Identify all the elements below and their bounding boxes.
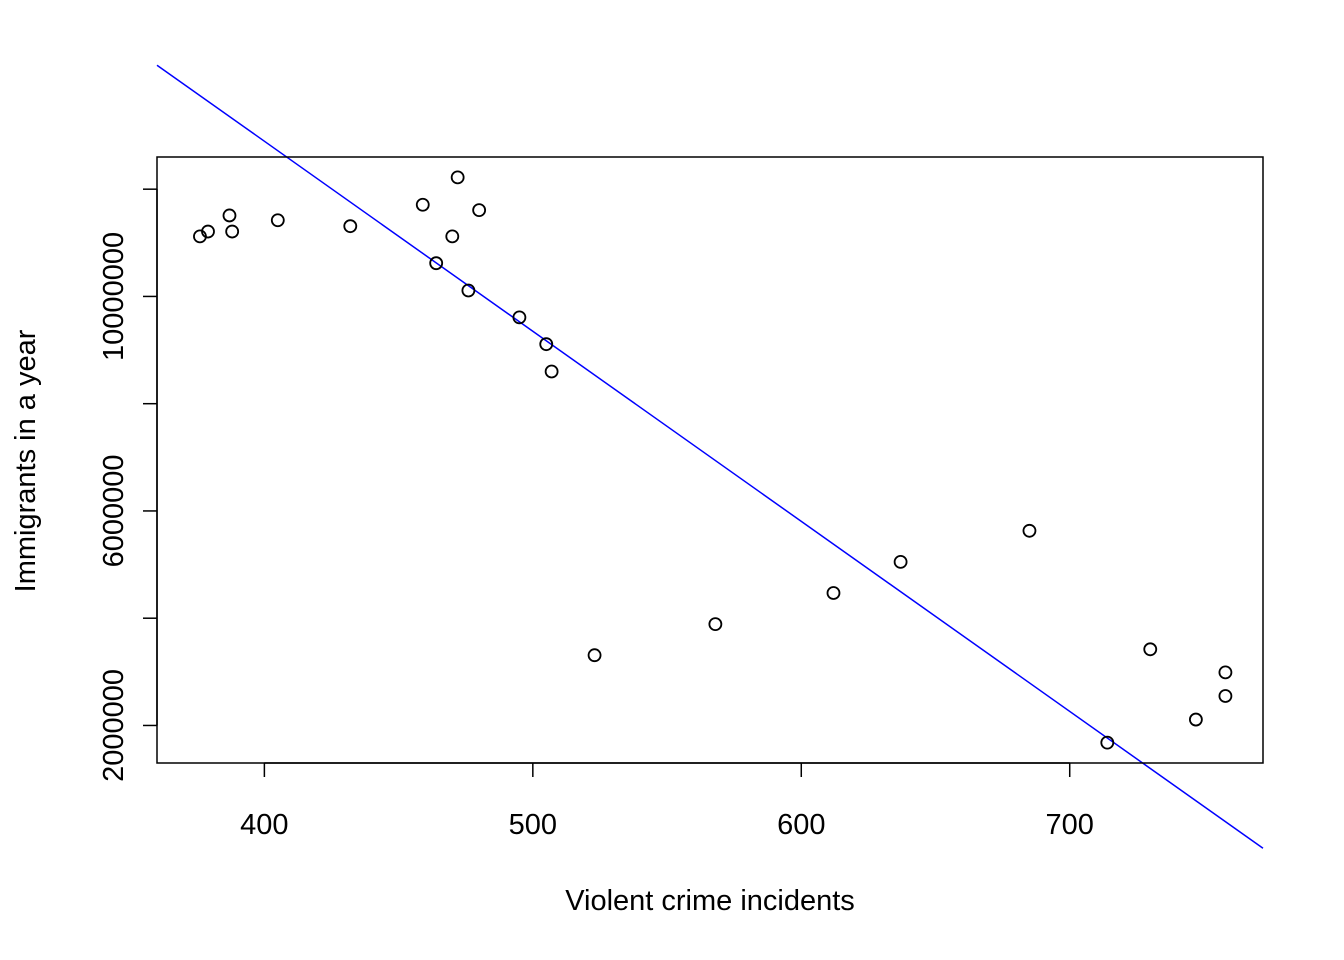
regression-line (156, 64, 1264, 849)
y-axis: 2000000 6000000 10000000 (98, 188, 158, 782)
x-axis: 400 500 600 700 (240, 762, 1094, 841)
data-point (544, 364, 559, 379)
data-point (539, 337, 554, 352)
data-point (201, 224, 215, 239)
data-point (270, 213, 285, 228)
x-tick-label: 600 (777, 809, 825, 841)
data-point (225, 224, 240, 239)
data-point (445, 229, 460, 244)
data-point (472, 203, 487, 217)
data-point (461, 283, 476, 298)
data-point (1218, 689, 1233, 703)
y-tick-label: 6000000 (98, 454, 130, 567)
data-point (587, 648, 602, 663)
y-axis-label: Immigrants in a year (10, 329, 42, 592)
data-point (1218, 665, 1233, 680)
data-point (343, 219, 358, 234)
x-tick-label: 700 (1046, 809, 1094, 841)
data-point (415, 197, 430, 212)
data-point (222, 208, 237, 223)
data-point (1022, 523, 1037, 538)
data-point (429, 256, 444, 271)
x-axis-label: Violent crime incidents (565, 885, 855, 917)
data-point (1143, 642, 1158, 657)
data-point (512, 310, 527, 325)
data-point (1188, 712, 1203, 727)
regression-line-layer (156, 64, 1264, 849)
y-tick-label: 2000000 (98, 669, 130, 782)
data-point (1100, 735, 1115, 750)
data-point (708, 617, 723, 632)
data-point (893, 554, 908, 569)
x-tick-label: 400 (240, 809, 288, 841)
y-tick-label: 10000000 (98, 232, 130, 361)
data-point (826, 586, 841, 600)
data-points-layer (193, 170, 1233, 750)
x-tick-label: 500 (509, 809, 557, 841)
data-point (450, 170, 465, 185)
